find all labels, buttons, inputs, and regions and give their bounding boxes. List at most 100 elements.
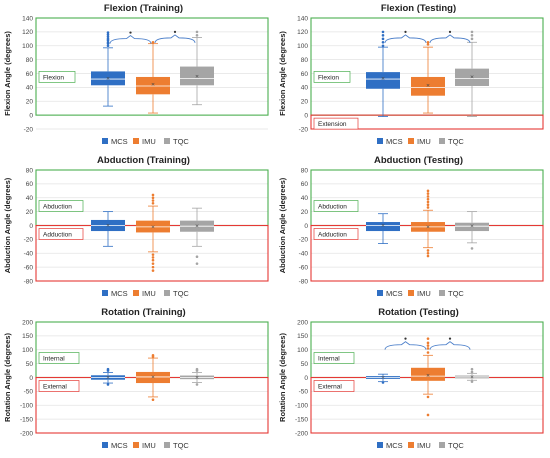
outlier-point: [381, 40, 385, 44]
legend-label-mcs: MCS: [111, 441, 128, 450]
outlier-point: [195, 367, 199, 371]
y-tick-label: 40: [26, 195, 34, 202]
y-axis-label: Abduction Angle (degrees): [278, 177, 287, 273]
outlier-point: [426, 197, 430, 201]
outlier-point: [426, 189, 430, 193]
y-tick-label: 80: [301, 57, 309, 64]
significance-brace: [384, 341, 427, 350]
y-tick-label: 80: [301, 167, 309, 174]
y-tick-label: -20: [299, 126, 309, 133]
box-iqr: [180, 66, 214, 86]
legend-label-mcs: MCS: [111, 137, 128, 146]
box-tqc: ×: [455, 211, 489, 250]
zone-label-box: [38, 352, 80, 364]
zone-label-box: [38, 71, 76, 83]
chart-title: Flexion (Training): [104, 3, 183, 14]
outlier-point: [151, 265, 155, 269]
box-iqr: [455, 68, 489, 86]
zone-label-box: [313, 228, 359, 240]
y-tick-label: 140: [22, 15, 33, 22]
chart-title: Rotation (Testing): [378, 307, 459, 318]
y-tick-label: 20: [301, 99, 309, 106]
y-tick-label: -40: [24, 251, 34, 258]
box-mcs: ×: [366, 373, 400, 384]
chart-svg: -80 -60 -40 -20 0 20 40 60 80 Abduction Adduction ×…: [3, 155, 269, 298]
outlier-point: [195, 34, 199, 37]
y-tick-label: 0: [29, 112, 33, 119]
legend-label-tqc: TQC: [448, 289, 464, 298]
significance-brace: [154, 34, 196, 43]
zone-label: Adduction: [318, 232, 347, 239]
box-mcs: ×: [366, 30, 400, 117]
legend-swatch-imu: [408, 138, 414, 144]
legend-swatch-tqc: [439, 442, 445, 448]
box-mean-marker: ×: [426, 372, 430, 379]
outlier-point: [195, 383, 199, 386]
outlier-point: [426, 251, 430, 255]
outlier-point: [151, 202, 155, 205]
box-iqr: [411, 76, 445, 96]
legend-label-imu: IMU: [417, 137, 431, 146]
legend-label-mcs: MCS: [111, 289, 128, 298]
outlier-point: [151, 193, 155, 197]
outlier-point: [381, 381, 385, 384]
y-tick-label: 140: [297, 15, 308, 22]
box-tqc: ×: [180, 367, 214, 386]
outlier-point: [381, 37, 385, 41]
outlier-point: [426, 413, 430, 417]
y-tick-label: 100: [297, 43, 308, 50]
box-mean-marker: ×: [106, 375, 110, 382]
legend-label-tqc: TQC: [173, 137, 189, 146]
zone-label-box: [38, 228, 84, 240]
y-tick-label: 40: [301, 195, 309, 202]
outlier-point: [151, 253, 155, 256]
chart-title: Flexion (Testing): [381, 3, 456, 14]
outlier-point: [151, 199, 155, 202]
box-mean-marker: ×: [151, 82, 155, 89]
y-tick-label: -150: [295, 416, 308, 423]
legend-label-tqc: TQC: [448, 441, 464, 450]
box-imu: ×: [136, 354, 170, 401]
y-tick-label: 20: [26, 209, 34, 216]
box-mean-marker: ×: [106, 75, 110, 82]
outlier-point: [381, 34, 385, 37]
outlier-point: [426, 206, 430, 209]
legend-label-imu: IMU: [142, 137, 156, 146]
outlier-point: [106, 44, 110, 48]
zone-label-box: [313, 380, 355, 392]
zone-label-box: [313, 200, 359, 212]
y-tick-label: 0: [29, 375, 33, 382]
box-mean-marker: ×: [470, 74, 474, 81]
outlier-point: [470, 380, 474, 383]
y-tick-label: -20: [299, 237, 309, 244]
box-mean-marker: ×: [381, 75, 385, 82]
box-mean-marker: ×: [106, 223, 110, 230]
outlier-point: [426, 351, 430, 354]
significance-marker: [404, 337, 407, 340]
box-mcs: ×: [91, 31, 125, 107]
y-tick-label: 0: [29, 223, 33, 230]
outlier-point: [151, 256, 155, 259]
y-tick-label: -20: [24, 237, 34, 244]
significance-brace: [429, 34, 471, 43]
outlier-point: [470, 247, 474, 250]
box-tqc: ×: [180, 30, 214, 106]
legend-swatch-mcs: [377, 138, 383, 144]
y-tick-label: -100: [20, 403, 33, 410]
outlier-point: [470, 367, 474, 371]
chart-panel-5: -200 -150 -100 -50 0 50 100 150 200 Internal Exter…: [0, 304, 275, 456]
box-mean-marker: ×: [381, 375, 385, 382]
y-tick-label: -50: [299, 389, 309, 396]
legend-label-tqc: TQC: [448, 137, 464, 146]
positive-zone-box: [310, 17, 544, 116]
outlier-point: [151, 196, 155, 200]
outlier-point: [195, 30, 199, 34]
box-mean-marker: ×: [470, 223, 474, 230]
legend-swatch-tqc: [439, 138, 445, 144]
outlier-point: [470, 370, 474, 374]
y-tick-label: -40: [299, 251, 309, 258]
zone-label: Internal: [318, 356, 340, 363]
outlier-point: [426, 254, 430, 258]
significance-marker: [448, 30, 452, 33]
